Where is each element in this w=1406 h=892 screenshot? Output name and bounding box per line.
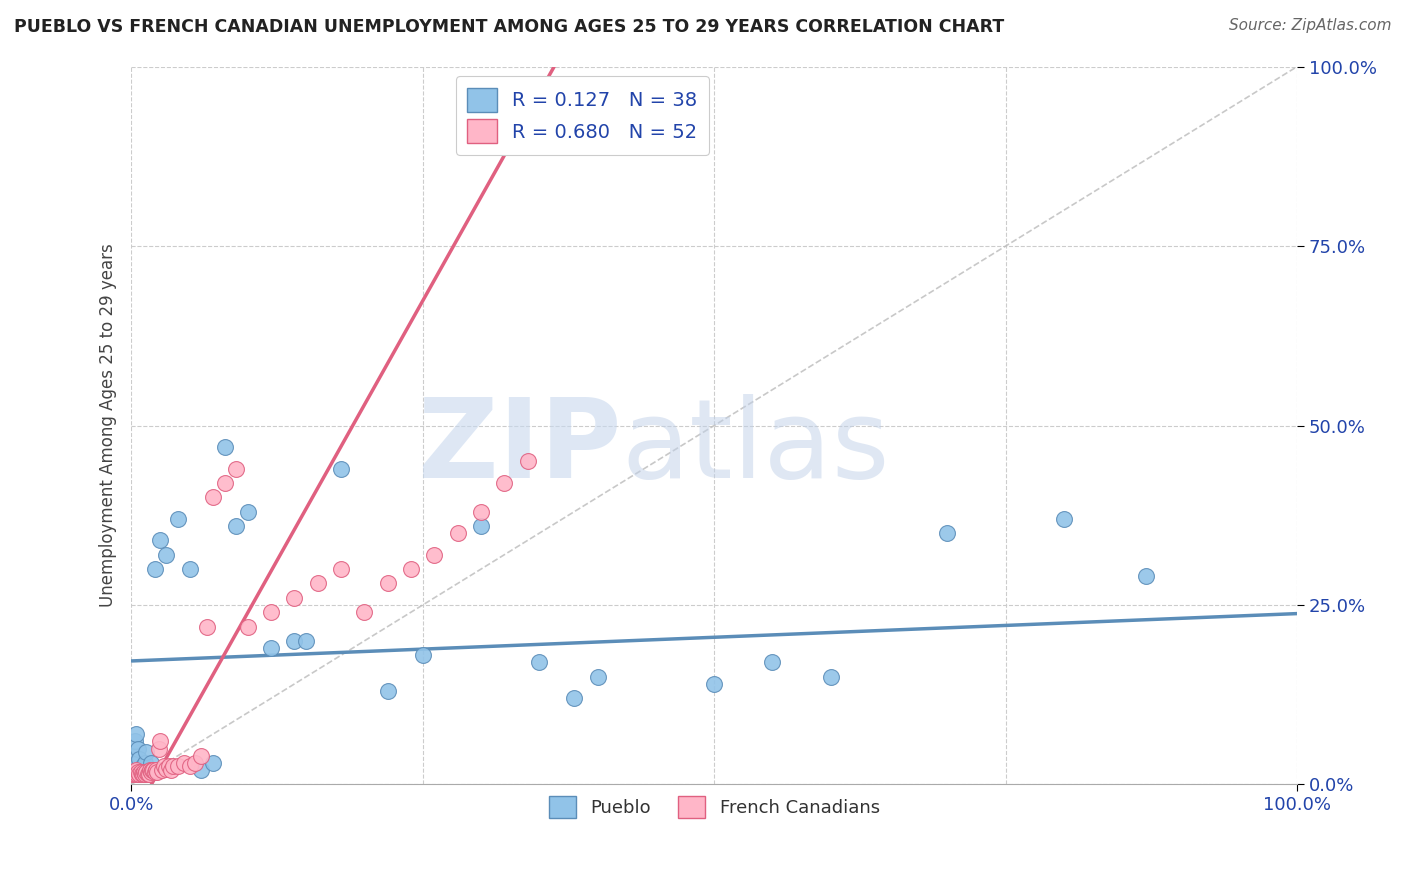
Point	[135, 745, 157, 759]
Point	[129, 764, 152, 779]
Point	[155, 762, 177, 776]
Point	[377, 576, 399, 591]
Point	[190, 763, 212, 777]
Point	[201, 491, 224, 505]
Point	[586, 670, 609, 684]
Legend: Pueblo, French Canadians: Pueblo, French Canadians	[541, 789, 887, 826]
Point	[150, 763, 173, 777]
Point	[494, 475, 516, 490]
Point	[236, 505, 259, 519]
Point	[132, 766, 155, 780]
Point	[128, 752, 150, 766]
Point	[139, 756, 162, 770]
Point	[125, 727, 148, 741]
Point	[225, 461, 247, 475]
Point	[529, 656, 551, 670]
Point	[377, 684, 399, 698]
Point	[124, 734, 146, 748]
Point	[131, 766, 153, 780]
Point	[127, 764, 149, 779]
Point	[260, 641, 283, 656]
Point	[125, 763, 148, 777]
Point	[330, 461, 353, 475]
Point	[236, 619, 259, 633]
Point	[184, 756, 207, 770]
Point	[283, 633, 305, 648]
Point	[148, 741, 170, 756]
Point	[412, 648, 434, 663]
Text: Source: ZipAtlas.com: Source: ZipAtlas.com	[1229, 18, 1392, 33]
Point	[153, 759, 176, 773]
Point	[135, 764, 157, 779]
Point	[173, 756, 195, 770]
Point	[160, 763, 183, 777]
Point	[146, 764, 169, 779]
Point	[179, 759, 201, 773]
Point	[125, 756, 148, 770]
Point	[162, 759, 184, 773]
Point	[138, 766, 160, 780]
Point	[423, 548, 446, 562]
Point	[703, 677, 725, 691]
Point	[214, 475, 236, 490]
Point	[562, 691, 585, 706]
Point	[124, 766, 146, 780]
Point	[1135, 569, 1157, 583]
Point	[260, 605, 283, 619]
Point	[295, 633, 318, 648]
Point	[167, 512, 190, 526]
Point	[134, 766, 156, 780]
Point	[820, 670, 842, 684]
Point	[155, 548, 177, 562]
Point	[142, 763, 165, 777]
Point	[201, 756, 224, 770]
Point	[330, 562, 353, 576]
Point	[1053, 512, 1076, 526]
Point	[134, 756, 156, 770]
Point	[353, 605, 375, 619]
Point	[132, 764, 155, 779]
Point	[139, 764, 162, 779]
Point	[179, 562, 201, 576]
Point	[157, 759, 180, 773]
Point	[195, 619, 218, 633]
Point	[447, 526, 470, 541]
Point	[143, 764, 166, 779]
Point	[307, 576, 329, 591]
Point	[145, 763, 167, 777]
Point	[121, 766, 143, 780]
Point	[399, 562, 422, 576]
Point	[149, 533, 172, 548]
Point	[283, 591, 305, 605]
Point	[936, 526, 959, 541]
Point	[470, 505, 492, 519]
Point	[190, 748, 212, 763]
Point	[138, 763, 160, 777]
Point	[141, 763, 163, 777]
Point	[128, 766, 150, 780]
Point	[470, 519, 492, 533]
Point	[761, 656, 783, 670]
Point	[516, 454, 538, 468]
Point	[122, 748, 145, 763]
Point	[167, 759, 190, 773]
Point	[225, 519, 247, 533]
Point	[127, 741, 149, 756]
Point	[149, 734, 172, 748]
Point	[139, 763, 162, 777]
Point	[129, 763, 152, 777]
Point	[132, 759, 155, 773]
Text: ZIP: ZIP	[418, 393, 621, 500]
Point	[143, 562, 166, 576]
Text: PUEBLO VS FRENCH CANADIAN UNEMPLOYMENT AMONG AGES 25 TO 29 YEARS CORRELATION CHA: PUEBLO VS FRENCH CANADIAN UNEMPLOYMENT A…	[14, 18, 1004, 36]
Y-axis label: Unemployment Among Ages 25 to 29 years: Unemployment Among Ages 25 to 29 years	[100, 244, 117, 607]
Point	[136, 766, 159, 780]
Point	[125, 766, 148, 780]
Point	[122, 764, 145, 779]
Text: atlas: atlas	[621, 393, 890, 500]
Point	[214, 440, 236, 454]
